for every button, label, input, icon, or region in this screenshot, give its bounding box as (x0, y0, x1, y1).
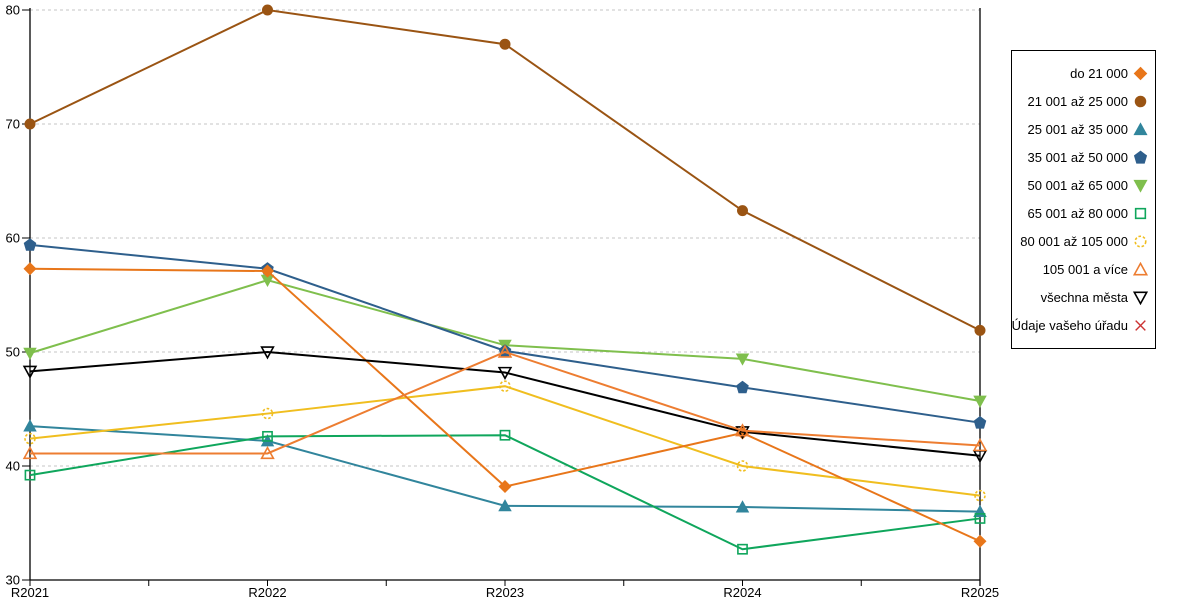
legend-item-5: 50 001 až 65 000 (1016, 178, 1148, 193)
triangle-down-legend-marker-icon (1133, 179, 1148, 193)
series-line (29, 243, 981, 424)
legend-item-4: 35 001 až 50 000 (1016, 150, 1148, 165)
legend-item-9: všechna města (1016, 290, 1148, 305)
legend-item-10: Údaje vašeho úřadu (1012, 318, 1148, 333)
series-2 (24, 4, 986, 336)
triangle-up-legend-marker-icon (1133, 122, 1148, 136)
data-point-marker (260, 446, 275, 460)
series-line (30, 350, 981, 455)
series-line (29, 8, 981, 332)
data-point-marker (972, 438, 988, 452)
data-point-marker (260, 264, 275, 278)
data-point-marker (24, 432, 36, 445)
data-point-marker (261, 407, 274, 420)
data-point-marker (735, 353, 750, 366)
data-point-marker (22, 446, 38, 460)
legend-item-label: 80 001 až 105 000 (1020, 234, 1128, 249)
circle-legend-marker-icon (1134, 235, 1147, 248)
data-point-marker (24, 469, 36, 481)
series-line (29, 425, 981, 513)
x-tick-label: R2021 (11, 585, 49, 600)
x-legend-marker-icon (1135, 320, 1146, 331)
diamond-legend-marker-icon (1133, 66, 1148, 81)
circle-legend-marker-icon (1134, 95, 1147, 108)
x-tick-label: R2024 (723, 585, 761, 600)
data-point-marker (973, 395, 987, 408)
legend-item-7: 80 001 až 105 000 (1016, 234, 1148, 249)
series-line (29, 350, 981, 457)
legend-item-label: všechna města (1040, 290, 1128, 305)
series-line (29, 434, 981, 551)
legend-item-6: 65 001 až 80 000 (1016, 206, 1148, 221)
legend-item-label: Údaje vašeho úřadu (1011, 318, 1128, 333)
data-point-marker (23, 347, 37, 360)
data-point-marker (22, 365, 38, 379)
square-legend-marker-icon (1134, 207, 1147, 220)
chart-legend: do 21 000 21 001 až 25 000 25 001 až 35 00… (1011, 50, 1156, 349)
triangle-up-legend-marker-icon (1133, 262, 1148, 276)
y-tick-label: 70 (6, 117, 20, 132)
x-tick-label: R2025 (961, 585, 999, 600)
series-4 (23, 238, 987, 429)
data-point-marker (499, 429, 511, 441)
data-point-marker (974, 513, 986, 524)
data-point-marker (736, 380, 749, 394)
y-tick-label: 60 (6, 231, 20, 246)
series-9 (22, 346, 988, 464)
data-point-marker (24, 118, 36, 130)
legend-item-label: 21 001 až 25 000 (1027, 94, 1128, 109)
data-point-marker (735, 426, 750, 440)
data-point-marker (737, 205, 748, 217)
x-tick-label: R2022 (248, 585, 286, 600)
data-point-marker (973, 416, 987, 429)
data-point-marker (23, 238, 37, 251)
legend-item-label: 105 001 a více (1042, 262, 1128, 277)
data-point-marker (262, 430, 273, 442)
legend-item-label: 25 001 až 35 000 (1027, 122, 1128, 137)
legend-item-label: 65 001 až 80 000 (1027, 206, 1128, 221)
series-7 (24, 380, 986, 502)
legend-item-label: 50 001 až 65 000 (1027, 178, 1128, 193)
series-line (29, 385, 981, 497)
data-point-marker (498, 480, 512, 494)
data-point-marker (974, 489, 986, 502)
data-point-marker (974, 324, 986, 336)
y-tick-label: 80 (6, 3, 20, 18)
data-point-marker (736, 460, 749, 472)
legend-item-label: 35 001 až 50 000 (1027, 150, 1128, 165)
y-tick-label: 50 (6, 345, 20, 360)
data-point-marker (499, 380, 511, 393)
legend-item-3: 25 001 až 35 000 (1016, 122, 1148, 137)
data-point-marker (735, 500, 750, 513)
data-point-marker (498, 499, 512, 512)
y-tick-label: 30 (6, 573, 20, 588)
triangle-down-legend-marker-icon (1133, 291, 1148, 305)
series-6 (24, 429, 986, 555)
data-point-marker (497, 366, 513, 380)
legend-item-8: 105 001 a více (1016, 262, 1148, 277)
data-point-marker (23, 262, 37, 276)
legend-item-2: 21 001 až 25 000 (1016, 94, 1148, 109)
data-point-marker (260, 346, 275, 360)
legend-item-1: do 21 000 (1016, 66, 1148, 81)
data-point-marker (262, 4, 273, 16)
legend-item-label: do 21 000 (1070, 66, 1128, 81)
data-point-marker (737, 543, 748, 555)
data-point-marker (735, 423, 750, 437)
data-point-marker (497, 344, 513, 358)
y-tick-label: 40 (6, 459, 20, 474)
data-point-marker (23, 419, 37, 432)
x-tick-label: R2023 (486, 585, 524, 600)
series-8 (22, 344, 988, 460)
data-point-marker (499, 38, 511, 50)
pentagon-legend-marker-icon (1133, 150, 1148, 164)
data-point-marker (973, 534, 987, 548)
